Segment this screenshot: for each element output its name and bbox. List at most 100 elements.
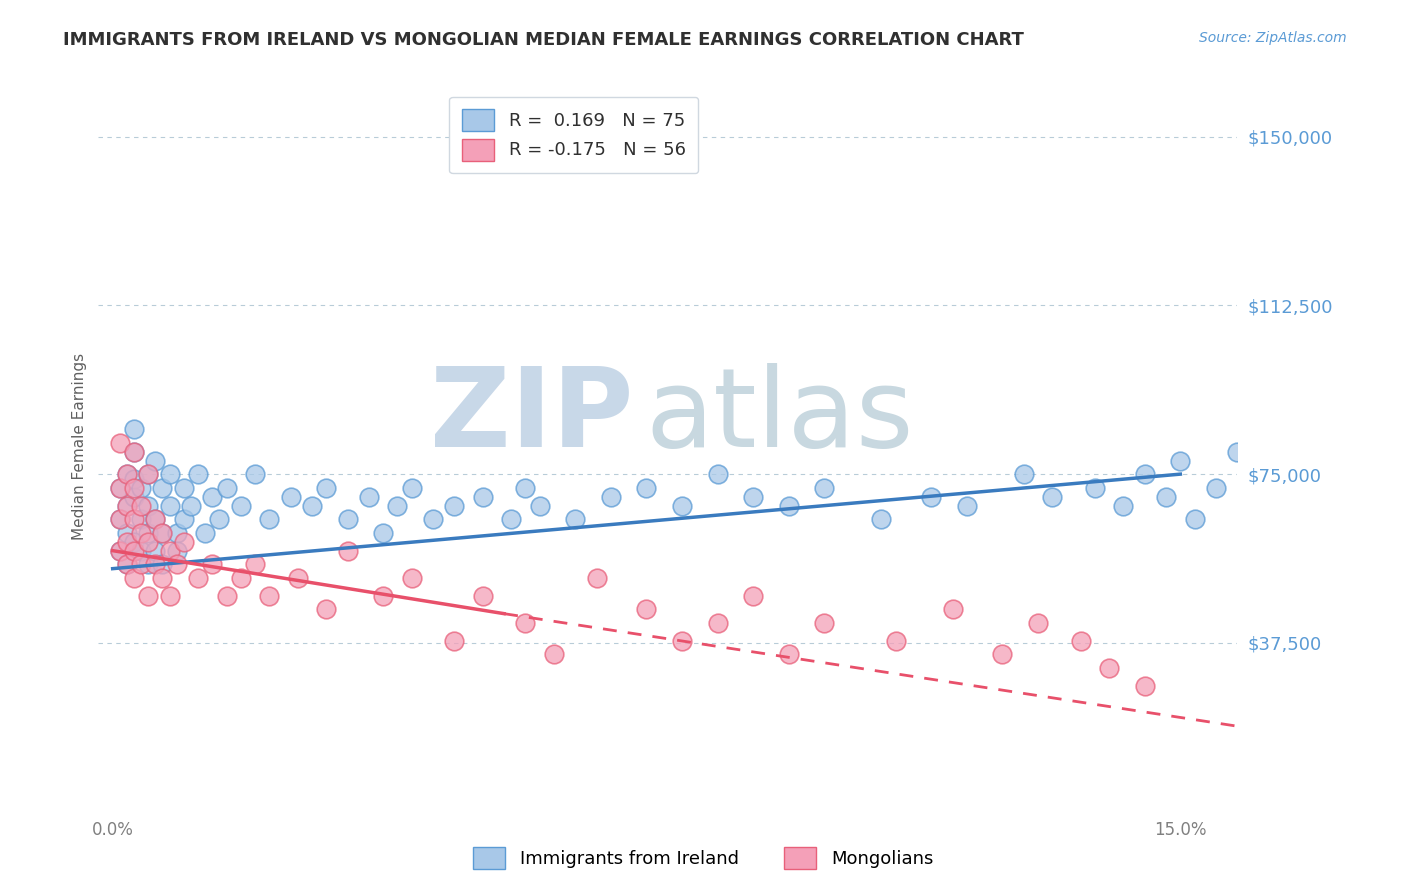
Point — [187, 571, 209, 585]
Point — [215, 589, 238, 603]
Point — [706, 615, 728, 630]
Point — [371, 525, 394, 540]
Legend: R =  0.169   N = 75, R = -0.175   N = 56: R = 0.169 N = 75, R = -0.175 N = 56 — [449, 96, 699, 173]
Point — [778, 647, 800, 661]
Point — [129, 557, 152, 571]
Point — [173, 481, 195, 495]
Point — [122, 543, 145, 558]
Point — [1112, 499, 1135, 513]
Point — [136, 467, 159, 482]
Point — [129, 543, 152, 558]
Point — [145, 557, 167, 571]
Point — [1070, 633, 1092, 648]
Point — [187, 467, 209, 482]
Point — [336, 512, 359, 526]
Point — [136, 557, 159, 571]
Point — [229, 499, 252, 513]
Point — [115, 467, 138, 482]
Point — [129, 481, 152, 495]
Point — [422, 512, 444, 526]
Point — [884, 633, 907, 648]
Point — [108, 435, 131, 450]
Text: ZIP: ZIP — [430, 363, 634, 470]
Point — [742, 589, 765, 603]
Point — [371, 589, 394, 603]
Point — [259, 589, 281, 603]
Point — [501, 512, 523, 526]
Point — [471, 589, 494, 603]
Point — [529, 499, 551, 513]
Point — [136, 525, 159, 540]
Point — [122, 472, 145, 486]
Point — [870, 512, 893, 526]
Point — [336, 543, 359, 558]
Point — [108, 543, 131, 558]
Point — [1154, 490, 1177, 504]
Point — [115, 525, 138, 540]
Point — [201, 557, 224, 571]
Point — [122, 571, 145, 585]
Point — [115, 499, 138, 513]
Point — [1133, 679, 1156, 693]
Point — [115, 499, 138, 513]
Point — [194, 525, 217, 540]
Point — [173, 512, 195, 526]
Point — [136, 499, 159, 513]
Point — [585, 571, 607, 585]
Point — [173, 534, 195, 549]
Point — [778, 499, 800, 513]
Point — [152, 525, 174, 540]
Point — [129, 512, 152, 526]
Point — [115, 557, 138, 571]
Point — [315, 481, 337, 495]
Point — [159, 589, 181, 603]
Point — [387, 499, 409, 513]
Point — [108, 543, 131, 558]
Point — [543, 647, 565, 661]
Point — [208, 512, 231, 526]
Point — [471, 490, 494, 504]
Point — [215, 481, 238, 495]
Point — [515, 615, 537, 630]
Point — [122, 490, 145, 504]
Point — [671, 633, 693, 648]
Point — [145, 512, 167, 526]
Point — [108, 512, 131, 526]
Point — [1084, 481, 1107, 495]
Point — [813, 481, 835, 495]
Point — [636, 602, 658, 616]
Point — [742, 490, 765, 504]
Point — [115, 467, 138, 482]
Point — [564, 512, 586, 526]
Point — [813, 615, 835, 630]
Point — [1040, 490, 1063, 504]
Point — [1098, 661, 1121, 675]
Point — [152, 571, 174, 585]
Point — [201, 490, 224, 504]
Point — [515, 481, 537, 495]
Point — [243, 557, 266, 571]
Point — [443, 499, 465, 513]
Point — [401, 571, 423, 585]
Point — [145, 453, 167, 467]
Point — [287, 571, 309, 585]
Point — [1026, 615, 1049, 630]
Point — [145, 512, 167, 526]
Point — [243, 467, 266, 482]
Point — [108, 512, 131, 526]
Point — [401, 481, 423, 495]
Text: Source: ZipAtlas.com: Source: ZipAtlas.com — [1199, 31, 1347, 45]
Point — [920, 490, 942, 504]
Point — [636, 481, 658, 495]
Point — [1226, 444, 1249, 458]
Point — [166, 525, 188, 540]
Point — [152, 481, 174, 495]
Point — [280, 490, 302, 504]
Point — [115, 557, 138, 571]
Y-axis label: Median Female Earnings: Median Female Earnings — [72, 352, 87, 540]
Point — [108, 481, 131, 495]
Point — [315, 602, 337, 616]
Point — [443, 633, 465, 648]
Point — [115, 534, 138, 549]
Point — [180, 499, 202, 513]
